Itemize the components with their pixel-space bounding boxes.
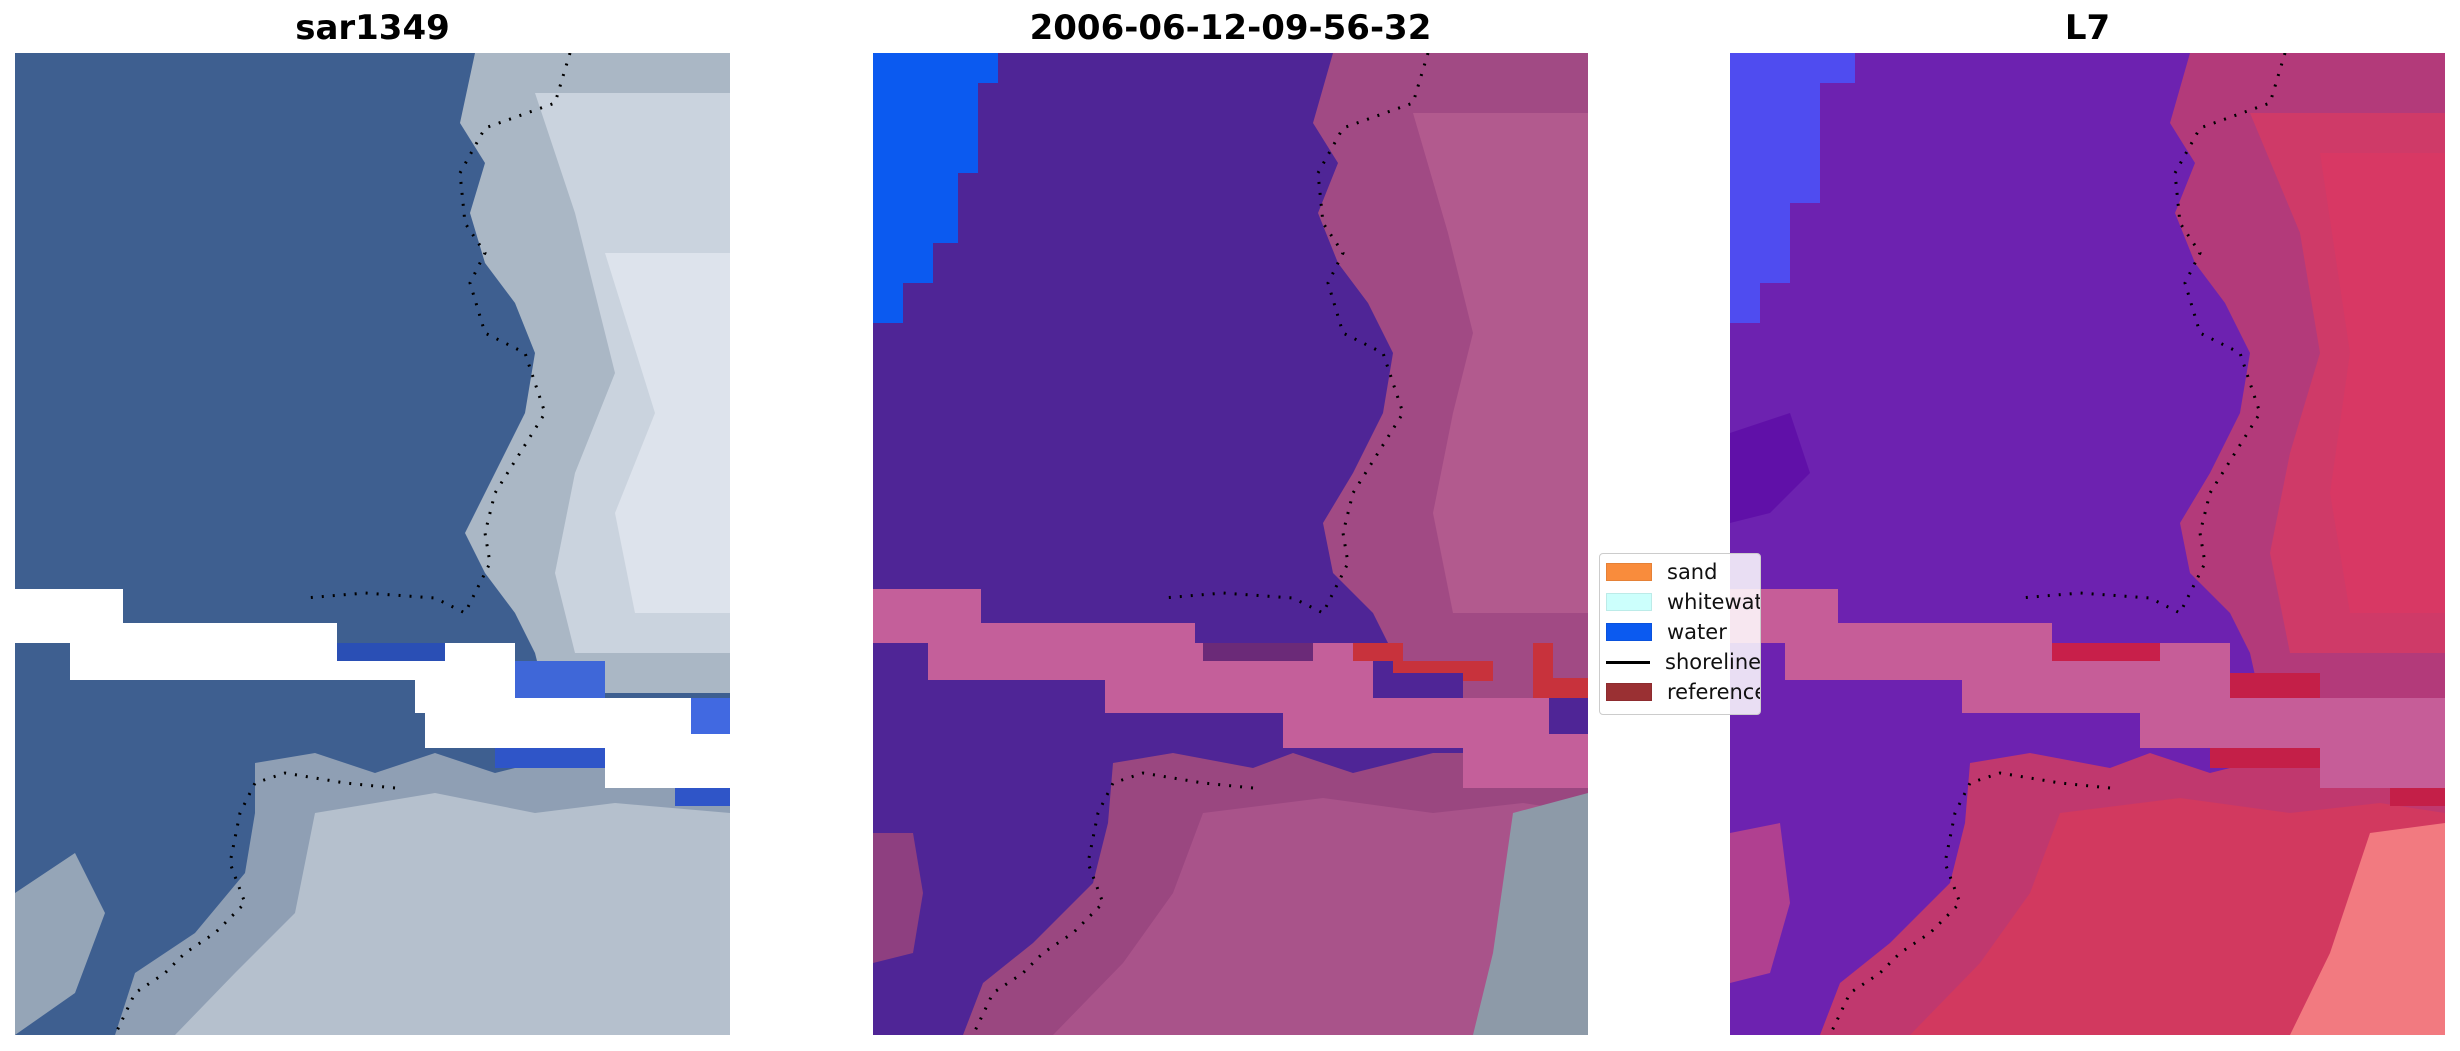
legend: sand whitewater water shoreline referenc…: [1599, 553, 1761, 715]
satellite-image-panel: [15, 53, 730, 1035]
legend-label: water: [1667, 620, 1727, 644]
classification-image: [873, 53, 1588, 1035]
panel-title-l7: L7: [2064, 8, 2111, 48]
l7-panel: [1730, 53, 2445, 1035]
legend-label: reference: [1667, 680, 1761, 704]
panel-title-classification: 2006-06-12-09-56-32: [1029, 8, 1432, 48]
sand-swatch: [1606, 563, 1652, 581]
legend-label: shoreline: [1665, 650, 1761, 674]
panel-title-sar1349: sar1349: [295, 8, 450, 48]
legend-item-sand: sand: [1606, 560, 1717, 584]
legend-label: sand: [1667, 560, 1718, 584]
legend-item-reference: reference: [1606, 680, 1761, 704]
whitewater-swatch: [1606, 593, 1652, 611]
satellite-image: [15, 53, 730, 1035]
classification-panel: [873, 53, 1588, 1035]
shoreline-line-swatch: [1606, 660, 1650, 664]
legend-item-shoreline: shoreline: [1606, 650, 1761, 674]
l7-image: [1730, 53, 2445, 1035]
reference-swatch: [1606, 683, 1652, 701]
legend-item-whitewater: whitewater: [1606, 590, 1760, 614]
legend-item-water: water: [1606, 620, 1727, 644]
water-swatch: [1606, 623, 1652, 641]
legend-label: whitewater: [1667, 590, 1760, 614]
